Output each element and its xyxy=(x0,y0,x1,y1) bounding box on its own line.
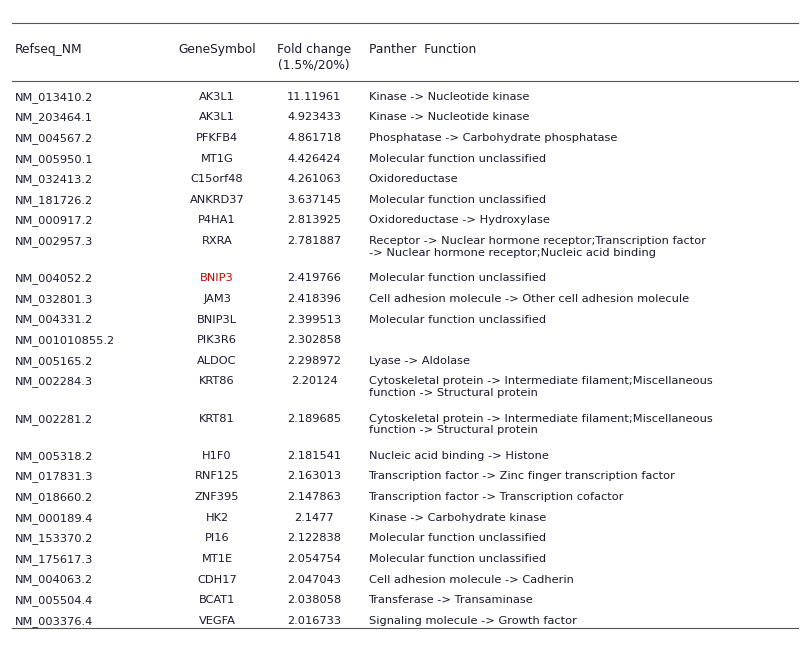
Text: NM_001010855.2: NM_001010855.2 xyxy=(15,335,115,346)
Text: NM_004331.2: NM_004331.2 xyxy=(15,315,93,325)
Text: Nucleic acid binding -> Histone: Nucleic acid binding -> Histone xyxy=(369,451,548,461)
Text: NM_032413.2: NM_032413.2 xyxy=(15,174,92,185)
Text: KRT81: KRT81 xyxy=(199,414,235,424)
Text: NM_013410.2: NM_013410.2 xyxy=(15,92,93,102)
Text: 11.11961: 11.11961 xyxy=(288,92,341,102)
Text: VEGFA: VEGFA xyxy=(198,616,236,626)
Text: HK2: HK2 xyxy=(206,513,228,523)
Text: NM_002284.3: NM_002284.3 xyxy=(15,376,92,387)
Text: NM_002957.3: NM_002957.3 xyxy=(15,236,93,247)
Text: BCAT1: BCAT1 xyxy=(199,595,235,605)
Text: NM_203464.1: NM_203464.1 xyxy=(15,112,92,123)
Text: MT1G: MT1G xyxy=(201,154,233,164)
Text: NM_002281.2: NM_002281.2 xyxy=(15,414,92,424)
Text: Cell adhesion molecule -> Cadherin: Cell adhesion molecule -> Cadherin xyxy=(369,575,573,585)
Text: Panther  Function: Panther Function xyxy=(369,43,475,57)
Text: 2.302858: 2.302858 xyxy=(288,335,341,345)
Text: 2.163013: 2.163013 xyxy=(288,471,341,481)
Text: BNIP3: BNIP3 xyxy=(200,273,234,283)
Text: NM_003376.4: NM_003376.4 xyxy=(15,616,93,626)
Text: Oxidoreductase -> Hydroxylase: Oxidoreductase -> Hydroxylase xyxy=(369,215,549,225)
Text: NM_018660.2: NM_018660.2 xyxy=(15,492,92,503)
Text: NM_005165.2: NM_005165.2 xyxy=(15,356,93,366)
Text: Phosphatase -> Carbohydrate phosphatase: Phosphatase -> Carbohydrate phosphatase xyxy=(369,133,617,143)
Text: BNIP3L: BNIP3L xyxy=(197,315,237,325)
Text: RNF125: RNF125 xyxy=(195,471,239,481)
Text: NM_005318.2: NM_005318.2 xyxy=(15,451,93,462)
Text: NM_004052.2: NM_004052.2 xyxy=(15,273,92,284)
Text: NM_000917.2: NM_000917.2 xyxy=(15,215,93,226)
Text: NM_005950.1: NM_005950.1 xyxy=(15,154,93,164)
Text: 2.399513: 2.399513 xyxy=(288,315,341,325)
Text: ALDOC: ALDOC xyxy=(198,356,237,366)
Text: JAM3: JAM3 xyxy=(203,294,231,304)
Text: 2.054754: 2.054754 xyxy=(288,554,341,564)
Text: 2.122838: 2.122838 xyxy=(288,533,341,543)
Text: 4.426424: 4.426424 xyxy=(288,154,341,164)
Text: CDH17: CDH17 xyxy=(197,575,237,585)
Text: PIK3R6: PIK3R6 xyxy=(197,335,237,345)
Text: 2.038058: 2.038058 xyxy=(288,595,341,605)
Text: Transferase -> Transaminase: Transferase -> Transaminase xyxy=(369,595,533,605)
Text: Signaling molecule -> Growth factor: Signaling molecule -> Growth factor xyxy=(369,616,577,626)
Text: 2.189685: 2.189685 xyxy=(288,414,341,424)
Text: NM_000189.4: NM_000189.4 xyxy=(15,513,93,523)
Text: PFKFB4: PFKFB4 xyxy=(196,133,238,143)
Text: RXRA: RXRA xyxy=(202,236,232,246)
Text: 2.813925: 2.813925 xyxy=(288,215,341,225)
Text: Transcription factor -> Zinc finger transcription factor: Transcription factor -> Zinc finger tran… xyxy=(369,471,676,481)
Text: 4.861718: 4.861718 xyxy=(288,133,341,143)
Text: Cytoskeletal protein -> Intermediate filament;Miscellaneous
function -> Structur: Cytoskeletal protein -> Intermediate fil… xyxy=(369,414,712,435)
Text: Lyase -> Aldolase: Lyase -> Aldolase xyxy=(369,356,470,366)
Text: 2.298972: 2.298972 xyxy=(288,356,341,366)
Text: ZNF395: ZNF395 xyxy=(195,492,239,502)
Text: Fold change
(1.5%/20%): Fold change (1.5%/20%) xyxy=(277,43,352,71)
Text: NM_181726.2: NM_181726.2 xyxy=(15,195,92,205)
Text: 2.1477: 2.1477 xyxy=(295,513,334,523)
Text: GeneSymbol: GeneSymbol xyxy=(178,43,256,57)
Text: NM_032801.3: NM_032801.3 xyxy=(15,294,93,305)
Text: 4.923433: 4.923433 xyxy=(288,112,341,122)
Text: Molecular function unclassified: Molecular function unclassified xyxy=(369,533,546,543)
Text: Molecular function unclassified: Molecular function unclassified xyxy=(369,273,546,283)
Text: Refseq_NM: Refseq_NM xyxy=(15,43,82,57)
Text: 2.781887: 2.781887 xyxy=(288,236,341,246)
Text: NM_004567.2: NM_004567.2 xyxy=(15,133,92,144)
Text: Receptor -> Nuclear hormone receptor;Transcription factor
-> Nuclear hormone rec: Receptor -> Nuclear hormone receptor;Tra… xyxy=(369,236,706,257)
Text: P4HA1: P4HA1 xyxy=(198,215,236,225)
Text: PI16: PI16 xyxy=(205,533,229,543)
Text: Kinase -> Nucleotide kinase: Kinase -> Nucleotide kinase xyxy=(369,92,529,102)
Text: Transcription factor -> Transcription cofactor: Transcription factor -> Transcription co… xyxy=(369,492,624,502)
Text: AK3L1: AK3L1 xyxy=(199,112,235,122)
Text: 2.419766: 2.419766 xyxy=(288,273,341,283)
Text: C15orf48: C15orf48 xyxy=(191,174,243,184)
Text: 3.637145: 3.637145 xyxy=(288,195,341,205)
Text: 2.047043: 2.047043 xyxy=(288,575,341,585)
Text: H1F0: H1F0 xyxy=(202,451,232,461)
Text: 2.181541: 2.181541 xyxy=(288,451,341,461)
Text: Molecular function unclassified: Molecular function unclassified xyxy=(369,315,546,325)
Text: NM_175617.3: NM_175617.3 xyxy=(15,554,93,565)
Text: Oxidoreductase: Oxidoreductase xyxy=(369,174,458,184)
Text: 2.418396: 2.418396 xyxy=(288,294,341,304)
Text: NM_004063.2: NM_004063.2 xyxy=(15,575,92,585)
Text: Kinase -> Carbohydrate kinase: Kinase -> Carbohydrate kinase xyxy=(369,513,546,523)
Text: NM_153370.2: NM_153370.2 xyxy=(15,533,93,544)
Text: NM_005504.4: NM_005504.4 xyxy=(15,595,93,606)
Text: 2.20124: 2.20124 xyxy=(291,376,338,386)
Text: NM_017831.3: NM_017831.3 xyxy=(15,471,93,482)
Text: 2.016733: 2.016733 xyxy=(288,616,341,626)
Text: ANKRD37: ANKRD37 xyxy=(190,195,245,205)
Text: Molecular function unclassified: Molecular function unclassified xyxy=(369,554,546,564)
Text: Cell adhesion molecule -> Other cell adhesion molecule: Cell adhesion molecule -> Other cell adh… xyxy=(369,294,688,304)
Text: MT1E: MT1E xyxy=(202,554,232,564)
Text: Molecular function unclassified: Molecular function unclassified xyxy=(369,195,546,205)
Text: Molecular function unclassified: Molecular function unclassified xyxy=(369,154,546,164)
Text: Kinase -> Nucleotide kinase: Kinase -> Nucleotide kinase xyxy=(369,112,529,122)
Text: 4.261063: 4.261063 xyxy=(288,174,341,184)
Text: AK3L1: AK3L1 xyxy=(199,92,235,102)
Text: 2.147863: 2.147863 xyxy=(288,492,341,502)
Text: KRT86: KRT86 xyxy=(199,376,235,386)
Text: Cytoskeletal protein -> Intermediate filament;Miscellaneous
function -> Structur: Cytoskeletal protein -> Intermediate fil… xyxy=(369,376,712,398)
